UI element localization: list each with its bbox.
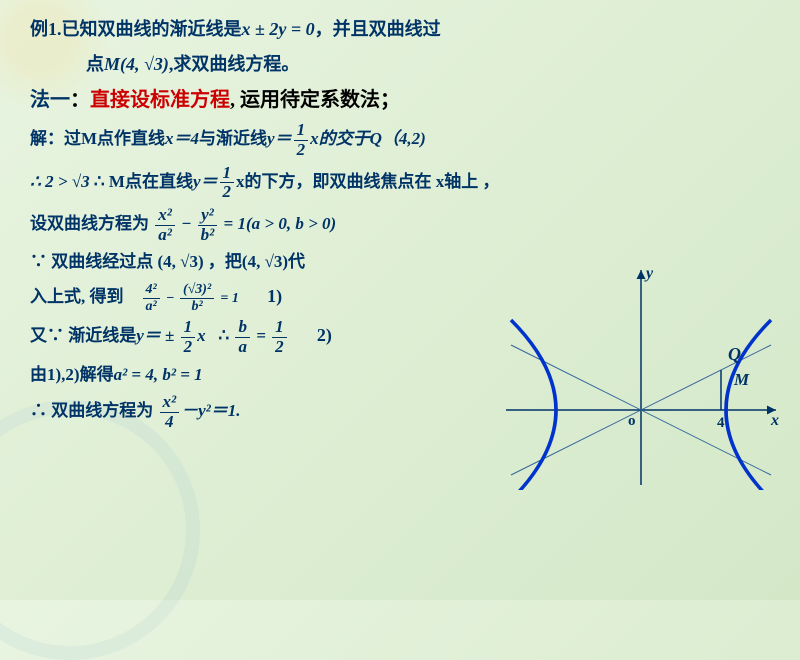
sol2b: ∴ M点在直线 (94, 172, 193, 191)
hyperbola-graph: y x o Q M 4 (496, 260, 786, 490)
frac-std-x: x²a² (155, 206, 175, 244)
frac-ba: ba (235, 318, 250, 356)
std-eq: = 1 (224, 214, 246, 233)
frac-half3-num: 1 (181, 318, 196, 338)
frac-half2-num: 1 (220, 164, 235, 184)
sol2d: x的下方，即双曲线焦点在 x轴上 ， (236, 172, 500, 191)
frac-sub-y: (√3)²b² (180, 282, 214, 314)
sol1d: y＝ (267, 129, 292, 148)
std-xd: a² (155, 226, 175, 245)
graph-svg: y x o Q M 4 (496, 260, 786, 490)
ba-n: b (235, 318, 250, 338)
sol-line-4: ∵ 双曲线经过点 (4, √3) ，把(4, √3)代 (30, 248, 540, 277)
frac-half4-den: 2 (272, 338, 287, 357)
method-red: 直接设标准方程 (90, 89, 230, 111)
problem-label: 例1. (30, 19, 62, 39)
frac-std-y: y²b² (198, 206, 218, 244)
y-axis-label: y (644, 265, 654, 282)
sol-line-7: 由1),2)解得a² = 4, b² = 1 (30, 361, 540, 390)
fin-d: 4 (160, 413, 180, 432)
point-q-label: Q (728, 344, 741, 364)
point-m-label: M (733, 370, 750, 389)
sol3a: 设双曲线方程为 (30, 214, 149, 233)
problem-point-m: M(4, √3) (104, 54, 169, 74)
sol7a: 由1),2)解得 (30, 365, 114, 384)
sol8a: ∴ 双曲线方程为 (30, 402, 153, 421)
frac-final: x²4 (160, 393, 180, 431)
sol6a: 又∵ 渐近线是 (30, 326, 136, 345)
method-line: 法一：直接设标准方程, 运用待定系数法； (30, 83, 782, 117)
pm: ± (161, 326, 179, 345)
std-yn: y² (198, 206, 218, 226)
frac-half-4: 12 (272, 318, 287, 356)
sol1a: 解：过M点作直线 (30, 129, 165, 148)
sol8b: －y²＝1. (181, 402, 240, 421)
frac-half2-den: 2 (220, 183, 235, 202)
method-colon: ： (70, 89, 90, 111)
sub-yd: b² (180, 299, 214, 314)
sol4a: ∵ 双曲线经过点 (4, √3) ，把(4, √3)代 (30, 252, 305, 271)
sol7b: a² = 4, b² = 1 (114, 365, 203, 384)
sub-xd: a² (143, 299, 160, 314)
sub-xn: 4² (143, 282, 160, 298)
hyperbola-left (511, 320, 556, 490)
problem-text-d: ,求双曲线方程。 (169, 54, 300, 74)
problem-text-a: 已知双曲线的渐近线是 (62, 19, 242, 39)
std-xn: x² (155, 206, 175, 226)
tick-4-label: 4 (717, 415, 725, 431)
eq-sign: = (256, 326, 270, 345)
problem-eq1: x ± 2y = 0 (242, 19, 315, 39)
sol2a: ∴ 2 > √3 (30, 172, 90, 191)
method-label: 法一 (30, 89, 70, 111)
sol-line-8: ∴ 双曲线方程为 x²4－y²＝1. (30, 393, 540, 431)
frac-half1-num: 1 (294, 121, 309, 141)
eqnum-1: 1) (267, 286, 282, 306)
frac-half-2: 12 (220, 164, 235, 202)
frac-sub-x: 4²a² (143, 282, 160, 314)
frac-half1-den: 2 (294, 141, 309, 160)
frac-half4-num: 1 (272, 318, 287, 338)
sol-line-2: ∴ 2 > √3 ∴ M点在直线y＝12x的下方，即双曲线焦点在 x轴上 ， (30, 164, 782, 202)
sol-line-3: 设双曲线方程为 x²a² − y²b² = 1(a > 0, b > 0) (30, 206, 782, 244)
problem-text-c: 点 (86, 54, 104, 74)
minus-2: − (166, 291, 178, 306)
std-yd: b² (198, 226, 218, 245)
sol1b: x＝4 (165, 129, 199, 148)
sol6d: ∴ (218, 326, 229, 345)
frac-half3-den: 2 (181, 338, 196, 357)
sol-line-1: 解：过M点作直线x＝4与渐近线y＝12x的交于Q（4,2) (30, 121, 782, 159)
sol-line-5: 入上式, 得到 4²a² − (√3)²b² = 1 1) (30, 281, 540, 314)
x-axis-label: x (770, 412, 779, 429)
sol1f: Q（4,2) (370, 129, 426, 148)
sol5a: 入上式, 得到 (30, 287, 124, 306)
minus-1: − (181, 214, 196, 233)
sol6b: y＝ (136, 326, 161, 345)
sol1e: x的交于 (310, 129, 370, 148)
sol-line-6: 又∵ 渐近线是y＝ ± 12x ∴ ba = 12 2) (30, 318, 540, 356)
sol1c: 与渐近线 (199, 129, 267, 148)
method-tail: , 运用待定系数法； (230, 89, 400, 111)
sol6c: x (197, 326, 206, 345)
eqnum-2: 2) (317, 325, 332, 345)
problem-text-b: ，并且双曲线过 (315, 19, 441, 39)
fin-n: x² (160, 393, 180, 413)
problem-line-1: 例1.已知双曲线的渐近线是x ± 2y = 0，并且双曲线过 (30, 14, 782, 45)
sub-eq: = 1 (220, 291, 238, 306)
frac-half-3: 12 (181, 318, 196, 356)
frac-half-1: 12 (294, 121, 309, 159)
sol2c: y＝ (193, 172, 218, 191)
sub-yn: (√3)² (180, 282, 214, 298)
origin-label: o (628, 413, 636, 429)
ba-d: a (235, 338, 250, 357)
sol3b: (a > 0, b > 0) (246, 214, 336, 233)
problem-line-2: 点M(4, √3),求双曲线方程。 (30, 49, 782, 80)
